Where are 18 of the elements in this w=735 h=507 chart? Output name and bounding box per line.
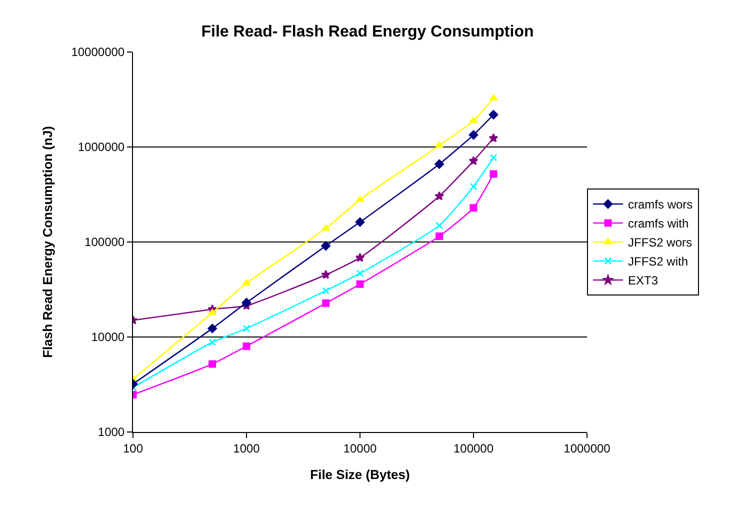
y-axis-title: Flash Read Energy Consumption (nJ) (40, 126, 56, 358)
x-tick-label: 10000 (343, 441, 378, 456)
legend-label: cramfs wors (628, 198, 693, 212)
y-tick-label: 100000 (84, 235, 125, 250)
legend-label: cramfs with (628, 216, 689, 231)
x-tick-label: 1000000 (564, 441, 611, 456)
legend-label: JFFS2 wors (628, 236, 692, 250)
x-axis-title: File Size (Bytes) (310, 467, 410, 482)
chart-title: File Read- Flash Read Energy Consumption (201, 24, 534, 41)
y-tick-label: 10000000 (71, 45, 125, 60)
y-tick-label: 1000000 (78, 140, 125, 154)
y-tick-label: 10000 (91, 330, 125, 344)
y-tick-label: 1000 (98, 425, 125, 440)
x-tick-label: 100 (122, 441, 144, 456)
x-tick-label: 100000 (453, 441, 494, 456)
legend-label: EXT3 (628, 274, 658, 288)
legend-label: JFFS2 with (628, 254, 688, 269)
x-tick-label: 1000 (233, 441, 260, 456)
